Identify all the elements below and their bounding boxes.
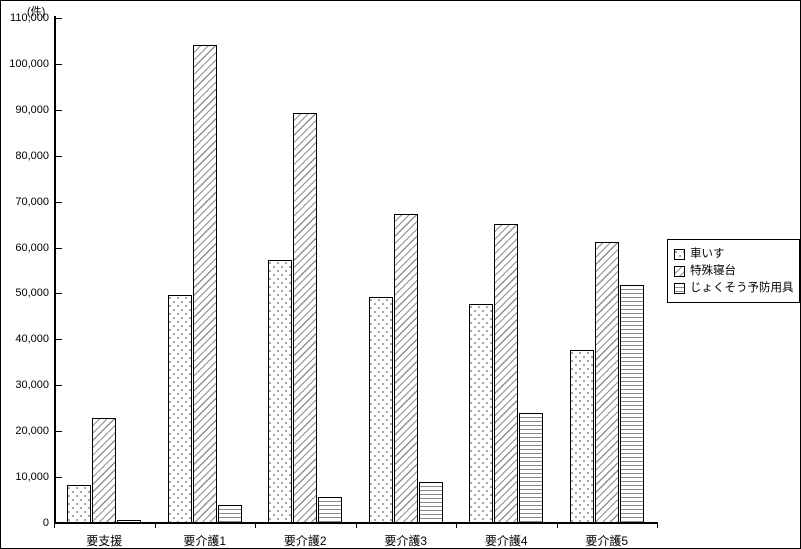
legend-swatch-icon bbox=[674, 282, 685, 294]
y-tick-label: 40,000 bbox=[15, 333, 49, 346]
y-tick-mark bbox=[56, 18, 62, 19]
x-category-label: 要支援 bbox=[86, 534, 123, 548]
legend-swatch-icon bbox=[674, 248, 685, 260]
bar-車いす-要介護1 bbox=[167, 295, 192, 523]
y-tick-mark bbox=[56, 385, 62, 387]
y-tick-label: 90,000 bbox=[15, 103, 49, 116]
y-tick-label: 70,000 bbox=[15, 195, 49, 208]
x-category-label: 要介護3 bbox=[384, 534, 428, 548]
bar-特殊寝台-要介護4 bbox=[494, 224, 519, 523]
x-category-label: 要介護5 bbox=[585, 534, 629, 548]
bar-車いす-要介護3 bbox=[368, 297, 393, 523]
y-tick-label: 60,000 bbox=[15, 241, 49, 254]
x-tick-mark bbox=[54, 523, 55, 528]
bar-特殊寝台-要介護1 bbox=[192, 44, 217, 523]
y-tick-label: 80,000 bbox=[15, 149, 49, 162]
y-tick-mark bbox=[56, 247, 62, 249]
y-tick-label: 100,000 bbox=[9, 57, 49, 70]
y-tick-mark bbox=[56, 477, 62, 479]
y-axis-unit-label: (件) bbox=[27, 6, 46, 18]
bar-特殊寝台-要介護2 bbox=[293, 112, 318, 523]
legend-item: 車いす bbox=[674, 247, 793, 261]
y-tick-mark bbox=[56, 523, 62, 524]
legend-label: 車いす bbox=[690, 248, 725, 260]
y-tick-mark bbox=[56, 293, 62, 295]
legend-item: じょくそう予防用具 bbox=[674, 281, 794, 295]
x-tick-mark bbox=[657, 523, 658, 528]
bar-じょくそう予防用具-要介護2 bbox=[318, 497, 343, 523]
y-tick-mark bbox=[56, 201, 62, 203]
y-tick-mark bbox=[56, 109, 62, 111]
bar-特殊寝台-要介護3 bbox=[393, 213, 418, 523]
y-tick-label: 10,000 bbox=[15, 471, 49, 484]
legend-label: じょくそう予防用具 bbox=[690, 282, 794, 294]
y-tick-label: 50,000 bbox=[15, 287, 49, 300]
y-tick-mark bbox=[56, 339, 62, 341]
y-tick-label: 110,000 bbox=[10, 12, 49, 24]
bar-車いす-要支援 bbox=[67, 484, 92, 523]
bar-車いす-要介護4 bbox=[469, 304, 494, 523]
bar-じょくそう予防用具-要介護4 bbox=[519, 412, 544, 523]
y-tick-mark bbox=[56, 63, 62, 65]
y-axis-line bbox=[54, 16, 56, 524]
bar-じょくそう予防用具-要介護3 bbox=[418, 482, 443, 523]
x-tick-mark bbox=[355, 523, 357, 528]
legend-swatch-icon bbox=[674, 265, 685, 277]
x-category-label: 要介護2 bbox=[283, 534, 327, 548]
y-tick-label: 0 bbox=[42, 517, 49, 529]
legend-item: 特殊寝台 bbox=[674, 264, 793, 278]
x-category-label: 要介護1 bbox=[183, 534, 227, 548]
bar-じょくそう予防用具-要介護5 bbox=[619, 284, 644, 523]
bar-じょくそう予防用具-要介護1 bbox=[217, 505, 242, 523]
x-category-label: 要介護4 bbox=[484, 534, 528, 548]
x-tick-mark bbox=[255, 523, 256, 528]
y-tick-label: 30,000 bbox=[15, 379, 49, 392]
y-tick-label: 20,000 bbox=[15, 425, 49, 438]
legend-label: 特殊寝台 bbox=[690, 265, 736, 277]
y-tick-mark bbox=[56, 431, 62, 433]
legend: 車いす特殊寝台じょくそう予防用具 bbox=[667, 239, 800, 303]
bar-車いす-要介護2 bbox=[268, 259, 293, 523]
x-tick-mark bbox=[556, 523, 558, 528]
x-tick-mark bbox=[154, 523, 156, 528]
bar-特殊寝台-要介護5 bbox=[594, 242, 619, 523]
bar-車いす-要介護5 bbox=[569, 350, 594, 523]
bar-じょくそう予防用具-要支援 bbox=[117, 519, 142, 523]
bar-特殊寝台-要支援 bbox=[92, 418, 117, 523]
x-tick-mark bbox=[456, 523, 457, 528]
y-tick-mark bbox=[56, 155, 62, 157]
